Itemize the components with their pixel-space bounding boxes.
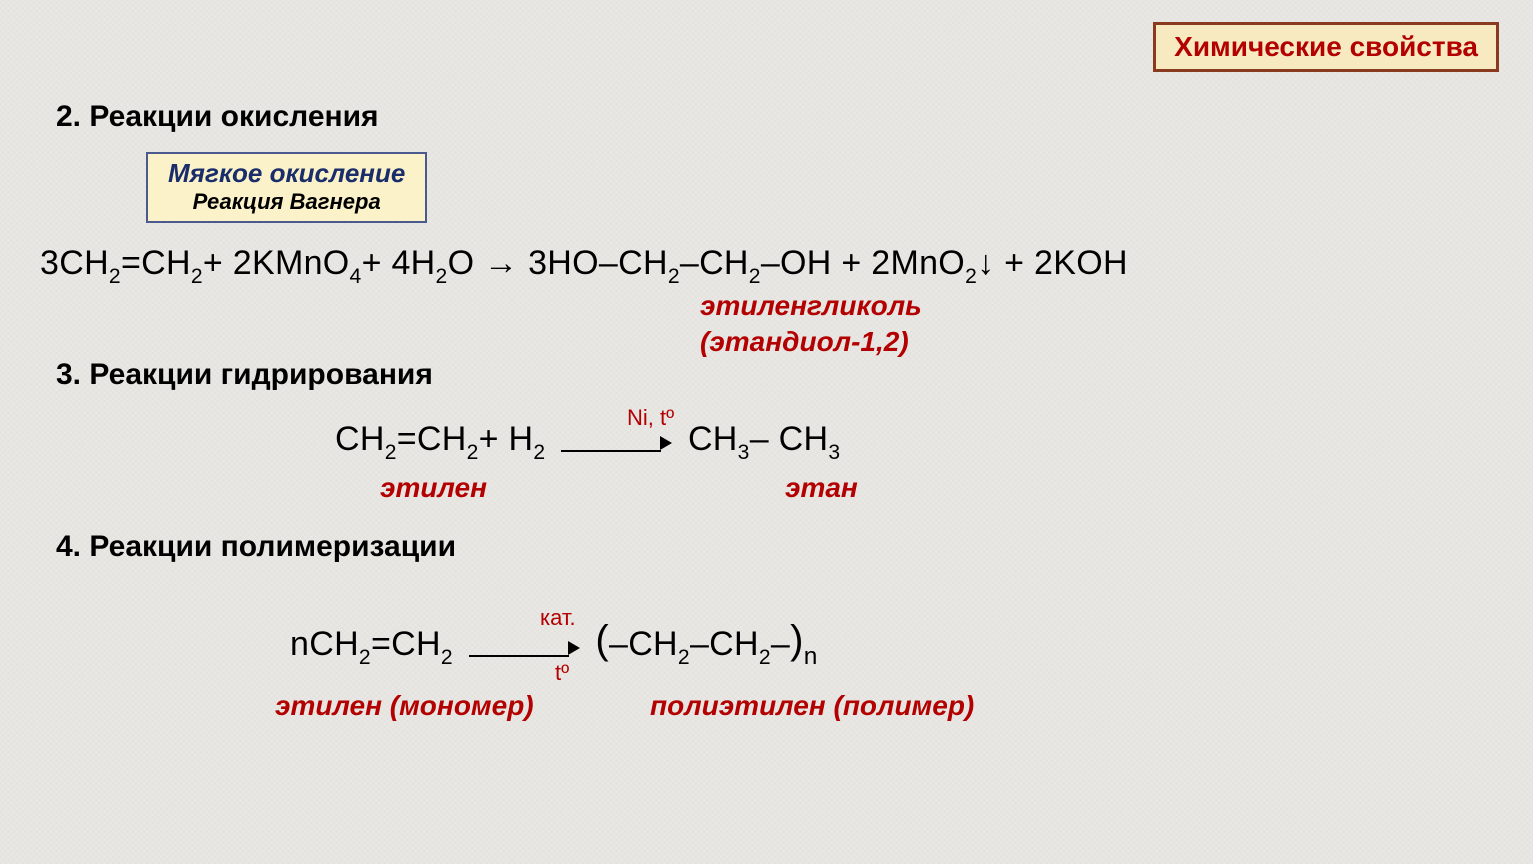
eq4-s4: 2 — [759, 646, 771, 669]
eq2-s7: 2 — [965, 265, 977, 288]
eq2-s5: 2 — [668, 265, 680, 288]
eq4-l1: nCH — [290, 625, 359, 663]
sec3-title: Реакции гидрирования — [89, 358, 433, 391]
eq4-s3: 2 — [678, 646, 690, 669]
properties-tag: Химические свойства — [1153, 22, 1499, 72]
eq3-condition-top: Ni, tº — [627, 405, 674, 431]
equation-oxidation: 3CH2=CH2+ 2KMnO4+ 4H2O → 3HO–CH2–CH2–OH … — [40, 244, 1128, 288]
eq3-s2: 2 — [467, 441, 479, 464]
eq4-lparen: ( — [595, 618, 609, 662]
eq2-p5: O → 3HO–CH — [448, 244, 668, 282]
section-4-heading: 4. Реакции полимеризации — [56, 530, 456, 564]
eq4-rparen: ) — [790, 618, 804, 662]
eq2-p4: + 4H — [362, 244, 436, 282]
eq2-p7: –OH + 2MnO — [761, 244, 965, 282]
eq2-p1: 3CH — [40, 244, 109, 282]
eq4-s2: 2 — [441, 646, 453, 669]
eq2-p3: + 2KMnO — [203, 244, 350, 282]
eq3-s4: 3 — [738, 441, 750, 464]
eq4-right-label: полиэтилен (полимер) — [650, 690, 974, 722]
eq4-condition-bottom: tº — [555, 660, 569, 686]
equation-hydrogenation: CH2=CH2+ H2 CH3– CH3 — [335, 420, 840, 464]
section-3-heading: 3. Реакции гидрирования — [56, 358, 433, 392]
eq4-rn: n — [804, 643, 818, 670]
eq2-s4: 2 — [436, 265, 448, 288]
eq4-condition-top: кат. — [540, 605, 576, 631]
eq3-s1: 2 — [385, 441, 397, 464]
eq2-s2: 2 — [191, 265, 203, 288]
eq3-l3: + H — [479, 420, 534, 458]
eq2-s3: 4 — [350, 265, 362, 288]
eq3-r1: CH — [688, 420, 738, 458]
eq4-r1: –CH — [609, 625, 678, 663]
sec4-title: Реакции полимеризации — [89, 530, 456, 563]
callout-sub: Реакция Вагнера — [168, 189, 405, 215]
oxidation-callout: Мягкое окисление Реакция Вагнера — [146, 152, 427, 223]
eq4-s1: 2 — [359, 646, 371, 669]
callout-title: Мягкое окисление — [168, 158, 405, 189]
eq3-l2: =CH — [397, 420, 467, 458]
eq2-p8: ↓ + 2KOH — [977, 244, 1128, 282]
eq4-r2: –CH — [690, 625, 759, 663]
sec3-num: 3. — [56, 358, 81, 391]
sec2-num: 2. — [56, 100, 81, 133]
eq3-left-label: этилен — [380, 472, 487, 504]
eq2-s6: 2 — [749, 265, 761, 288]
eq2-product-label-2: (этандиол-1,2) — [700, 326, 909, 358]
section-2-heading: 2. Реакции окисления — [56, 100, 379, 134]
eq2-p2: =CH — [121, 244, 191, 282]
eq3-s3: 2 — [533, 441, 545, 464]
eq4-r3: – — [771, 625, 790, 663]
tag-text: Химические свойства — [1174, 31, 1478, 62]
eq2-product-label-1: этиленгликоль — [700, 290, 922, 322]
eq2-s1: 2 — [109, 265, 121, 288]
eq3-l1: CH — [335, 420, 385, 458]
sec2-title: Реакции окисления — [89, 100, 378, 133]
eq4-left-label: этилен (мономер) — [275, 690, 534, 722]
eq3-right-label: этан — [785, 472, 858, 504]
eq2-p6: –CH — [680, 244, 749, 282]
eq4-l2: =CH — [371, 625, 441, 663]
sec4-num: 4. — [56, 530, 81, 563]
eq3-r2: – CH — [750, 420, 829, 458]
eq3-s5: 3 — [828, 441, 840, 464]
